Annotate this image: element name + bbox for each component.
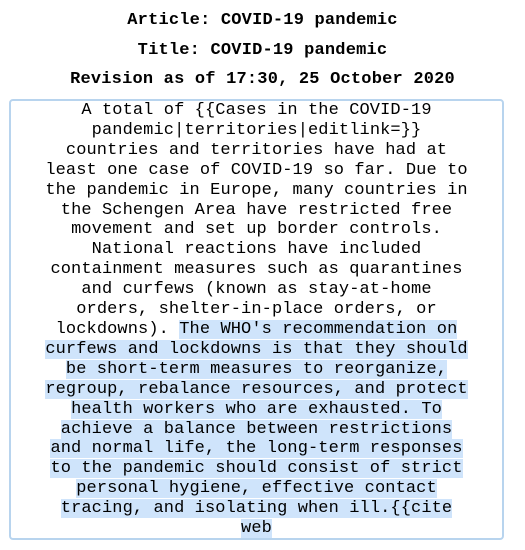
text-line: containment measures such as quarantines <box>50 260 463 280</box>
text-line: countries and territories have had at <box>65 140 448 160</box>
highlighted-line: to the pandemic should consist of strict <box>50 459 463 479</box>
highlighted-line: regroup, rebalance resources, and protec… <box>45 379 468 399</box>
text-line: orders, shelter-in-place orders, or <box>76 300 437 320</box>
article-name: Article: COVID-19 pandemic <box>127 11 398 30</box>
highlighted-line: web <box>241 519 272 539</box>
highlighted-line: curfews and lockdowns is that they shoul… <box>45 339 468 359</box>
page-title: Title: COVID-19 pandemic <box>137 40 388 60</box>
revision-text: A total of {{Cases in the COVID-19 pande… <box>11 101 502 539</box>
highlighted-line: and normal life, the long-term responses <box>50 439 463 459</box>
revision-text-box[interactable]: A total of {{Cases in the COVID-19 pande… <box>9 99 504 540</box>
text-line: the Schengen Area have restricted free <box>60 200 453 220</box>
revision-header: Article: COVID-19 pandemic Title: COVID-… <box>0 6 525 95</box>
highlighted-line: personal hygiene, effective contact <box>76 479 437 499</box>
highlighted-line: health workers who are exhausted. To <box>71 399 442 419</box>
highlighted-line: be short-term measures to reorganize, <box>65 359 448 379</box>
plain-segment: lockdowns). <box>55 319 180 339</box>
text-line: and curfews (known as stay-at-home <box>81 280 432 300</box>
text-line: pandemic|territories|editlink=}} <box>91 120 422 140</box>
revision-timestamp: Revision as of 17:30, 25 October 2020 <box>70 70 455 89</box>
text-line: movement and set up border controls. <box>71 220 442 240</box>
text-line: the pandemic in Europe, many countries i… <box>45 180 468 200</box>
text-line-mixed: lockdowns). The WHO's recommendation on <box>11 319 502 340</box>
text-line: least one case of COVID-19 so far. Due t… <box>45 160 468 180</box>
highlighted-line: achieve a balance between restrictions <box>60 419 453 439</box>
highlighted-line: tracing, and isolating when ill.{{cite <box>60 499 453 519</box>
highlighted-segment: The WHO's recommendation on <box>179 319 458 339</box>
text-line: A total of {{Cases in the COVID-19 <box>81 101 432 120</box>
text-line: National reactions have included <box>91 240 422 260</box>
